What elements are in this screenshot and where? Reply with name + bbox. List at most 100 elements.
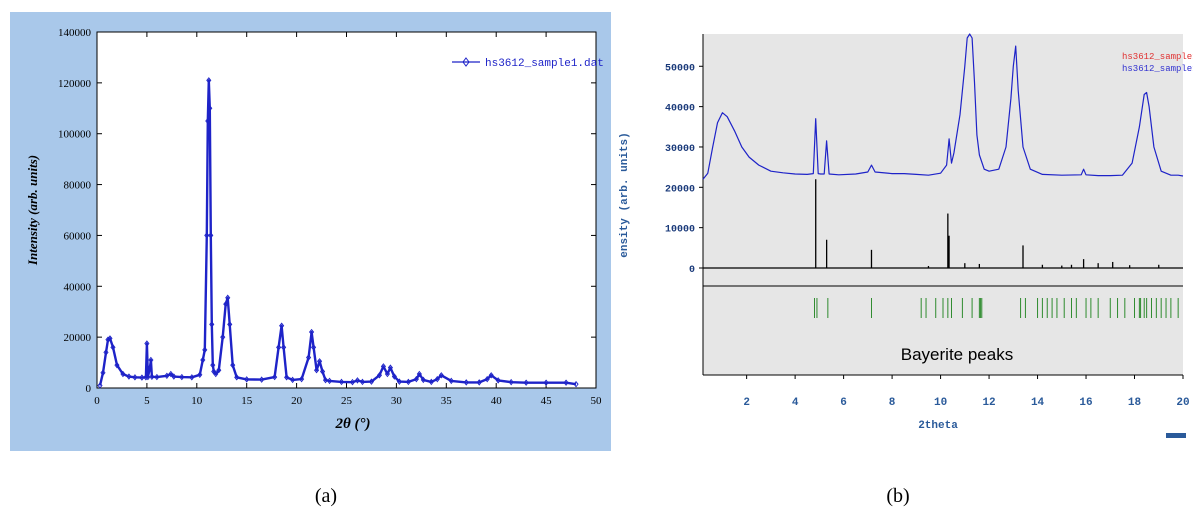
data-point-a xyxy=(154,373,160,381)
panel-a-series xyxy=(97,77,579,389)
data-point-a xyxy=(495,377,501,384)
x-tick-label-b: 14 xyxy=(1031,397,1045,409)
x-tick-label-a: 30 xyxy=(391,395,403,407)
panel-b-reference-peaks xyxy=(814,298,1179,318)
x-tick-label-b: 10 xyxy=(934,397,947,409)
data-point-a xyxy=(416,370,422,378)
data-point-a xyxy=(420,376,426,384)
x-tick-label-a: 35 xyxy=(441,395,453,407)
data-point-a xyxy=(290,376,296,384)
x-tick-label-a: 20 xyxy=(291,395,303,407)
bayerite-annotation: Bayerite peaks xyxy=(901,345,1013,364)
series-line-a xyxy=(98,79,577,386)
data-point-a xyxy=(276,344,282,351)
data-point-a xyxy=(543,379,549,386)
data-point-a xyxy=(284,374,290,381)
data-point-a xyxy=(326,377,333,385)
data-point-a xyxy=(305,354,312,361)
data-point-a xyxy=(110,344,116,351)
x-tick-label-b: 16 xyxy=(1079,397,1092,409)
data-point-a xyxy=(349,378,356,386)
data-point-a xyxy=(206,77,212,84)
data-point-a xyxy=(316,358,323,365)
x-tick-label-a: 45 xyxy=(541,395,553,407)
data-point-a xyxy=(508,378,514,386)
y-tick-label-b: 40000 xyxy=(665,104,695,115)
data-point-a xyxy=(376,372,383,379)
data-point-a xyxy=(387,364,393,371)
panel-a-legend: hs3612_sample1.dat xyxy=(452,57,604,70)
data-point-a xyxy=(216,366,222,374)
data-point-a xyxy=(210,361,216,369)
data-point-a xyxy=(272,373,278,381)
x-tick-label-b: 2 xyxy=(743,397,750,409)
y-tick-label-b: 0 xyxy=(689,265,695,276)
data-point-a xyxy=(368,378,375,385)
data-point-a xyxy=(396,378,402,385)
x-tick-label-a: 15 xyxy=(241,395,253,407)
y-tick-label-b: 10000 xyxy=(665,225,695,236)
x-tick-label-b: 18 xyxy=(1128,397,1142,409)
y-tick-label-a: 80000 xyxy=(64,180,92,192)
data-point-a xyxy=(563,379,569,386)
y-tick-label-b: 20000 xyxy=(665,184,695,195)
data-point-a xyxy=(438,372,444,379)
data-point-a xyxy=(208,232,214,239)
panel-b-xlabel: 2theta xyxy=(918,420,958,432)
data-point-a xyxy=(244,376,250,383)
x-tick-label-a: 10 xyxy=(191,395,203,407)
data-point-a xyxy=(308,328,315,336)
data-point-a xyxy=(179,373,185,381)
data-point-a xyxy=(207,105,213,112)
data-point-a xyxy=(413,375,419,383)
data-point-a xyxy=(197,371,203,378)
data-point-a xyxy=(259,376,265,383)
data-point-a xyxy=(234,374,240,381)
panel-a-ylabel: Intensity (arb. units) xyxy=(25,155,40,266)
data-point-a xyxy=(227,321,233,328)
panel-b-series xyxy=(702,33,1184,268)
data-point-a xyxy=(168,370,174,378)
data-point-a xyxy=(220,333,226,341)
data-point-a xyxy=(209,321,215,328)
data-point-a xyxy=(434,375,440,383)
data-point-a xyxy=(428,378,434,386)
data-point-a xyxy=(391,373,397,380)
data-point-a xyxy=(103,349,109,356)
data-point-a xyxy=(384,370,390,378)
data-point-a xyxy=(310,344,317,351)
data-point-a xyxy=(476,379,482,386)
data-point-a xyxy=(213,370,219,378)
data-point-a xyxy=(126,373,132,380)
x-tick-label-b: 4 xyxy=(792,397,799,409)
y-tick-label-a: 60000 xyxy=(64,230,92,242)
panel-b-ylabel: ensity (arb. units) xyxy=(619,132,631,257)
y-tick-label-a: 40000 xyxy=(64,281,92,293)
data-point-a xyxy=(322,376,329,384)
y-tick-label-a: 20000 xyxy=(64,332,92,344)
caption-b: (b) xyxy=(886,485,909,507)
panel-a: 0 5 10 15 20 25 30 35 40 45 50 0 20000 40000 60000 8000… xyxy=(10,12,611,451)
data-point-a xyxy=(405,378,411,386)
data-point-a xyxy=(105,336,111,343)
x-tick-label-b: 20 xyxy=(1176,397,1189,409)
data-point-a xyxy=(114,361,120,369)
data-point-a xyxy=(97,382,103,389)
panel-a-ticks: 0 5 10 15 20 25 30 35 40 45 50 0 20000 40000 60000 8000… xyxy=(58,27,602,407)
data-point-a xyxy=(100,369,106,376)
x-tick-label-a: 50 xyxy=(591,395,603,407)
panel-b: 2 4 6 8 10 12 14 16 18 20 0 10000 20000 30000 40000 500… xyxy=(619,33,1193,438)
data-point-a xyxy=(338,378,345,386)
series-line-b-observed xyxy=(702,33,1184,180)
x-tick-label-b: 12 xyxy=(982,397,995,409)
data-point-a xyxy=(202,346,208,354)
data-point-a xyxy=(573,380,579,388)
data-point-a xyxy=(223,300,229,308)
x-tick-label-b: 8 xyxy=(889,397,896,409)
panel-a-xlabel: 2θ (°) xyxy=(334,416,370,432)
data-point-a xyxy=(143,374,149,381)
data-point-a xyxy=(148,356,154,364)
y-tick-label-b: 50000 xyxy=(665,63,695,74)
data-point-a xyxy=(313,366,320,374)
